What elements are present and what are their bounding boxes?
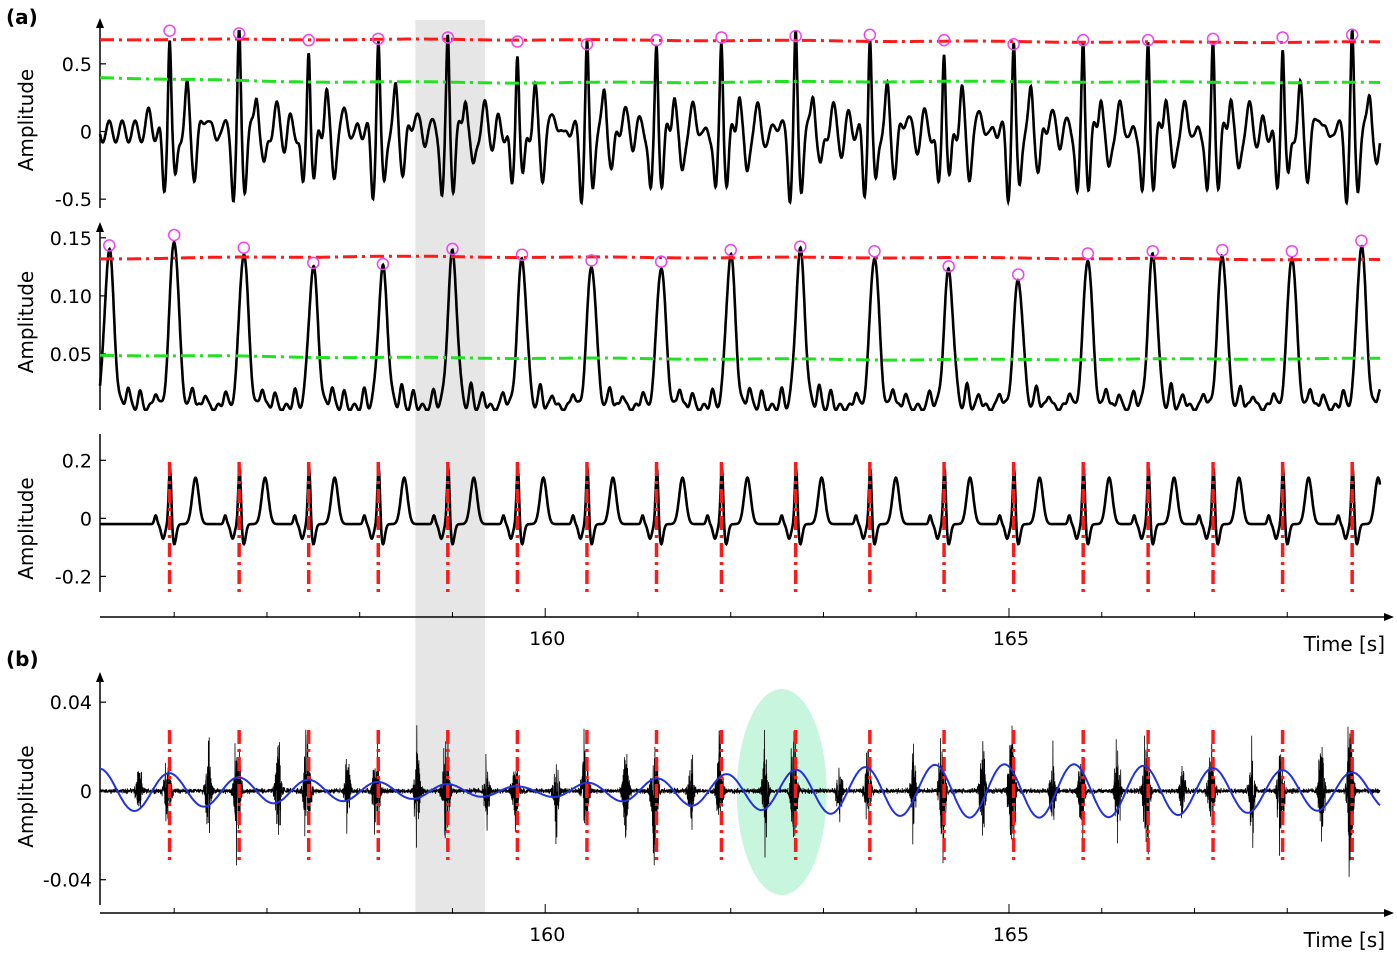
- a3-y-tick-label: 0: [80, 508, 92, 530]
- a2-peak-marker: [794, 240, 807, 253]
- a1-peak-marker: [1141, 33, 1155, 47]
- a2-peak-marker: [868, 244, 881, 258]
- a1-peak-marker: [511, 35, 524, 48]
- a3-y-tick-label: 0.2: [62, 450, 92, 472]
- b-x-axis-arrow: [1384, 909, 1394, 917]
- a2-y-axis-arrow: [96, 222, 104, 232]
- a2-y-tick-label: 0.10: [50, 286, 92, 308]
- a2-peak-marker: [1285, 244, 1299, 258]
- b-x-axis-label: Time [s]: [1303, 928, 1385, 952]
- a2-y-axis-label: Amplitude: [14, 271, 38, 374]
- panel-a3: 0.2 0 -0.2 Amplitude 160 165 Time [s]: [14, 434, 1394, 656]
- a2-peak-marker: [1216, 243, 1229, 257]
- a1-peak-marker: [163, 24, 176, 37]
- b-y-axis-label: Amplitude: [14, 745, 38, 848]
- a1-y-tick-label: 0: [80, 122, 92, 144]
- b-x-tick-label: 165: [993, 924, 1029, 946]
- a1-signal-line: [98, 30, 1382, 207]
- a3-y-tick-label: -0.2: [55, 566, 92, 588]
- a1-y-tick-label: -0.5: [55, 189, 92, 211]
- b-signal-line: [99, 725, 1381, 877]
- a2-peak-marker: [446, 242, 459, 256]
- a2-peak-marker: [1146, 244, 1160, 258]
- a3-x-tick-label: 165: [993, 628, 1029, 650]
- a2-peak-marker: [724, 243, 737, 257]
- a2-y-tick-label: 0.15: [50, 228, 92, 250]
- a3-x-axis-arrow: [1384, 613, 1394, 621]
- a1-upper-threshold-line: [100, 37, 1381, 45]
- a1-peak-marker: [1206, 32, 1220, 46]
- a2-lower-threshold-line: [99, 353, 1381, 362]
- a3-y-axis-label: Amplitude: [14, 477, 38, 580]
- panel-a-label: (a): [6, 5, 38, 29]
- a1-peak-marker: [715, 31, 728, 44]
- shaded-interval: [415, 20, 485, 913]
- b-x-tick-label: 160: [529, 924, 565, 946]
- a1-y-axis-arrow: [96, 18, 104, 28]
- b-y-tick-label: 0.04: [50, 692, 92, 714]
- a3-x-tick-label: 160: [529, 628, 565, 650]
- a2-peak-marker: [103, 239, 116, 252]
- a1-peak-marker: [863, 28, 877, 42]
- a1-peak-marker: [1007, 37, 1020, 51]
- b-y-tick-label: 0: [80, 781, 92, 803]
- a2-peak-marker: [167, 228, 181, 242]
- a1-peak-marker: [650, 33, 663, 47]
- a2-peak-marker: [942, 260, 955, 273]
- a1-peak-marker: [789, 29, 802, 43]
- a3-signal-line: [100, 465, 1382, 547]
- b-sinusoid-line: [99, 763, 1381, 819]
- a2-peak-marker: [1012, 268, 1025, 281]
- a3-x-axis-label: Time [s]: [1303, 632, 1385, 656]
- a2-y-tick-label: 0.05: [50, 344, 92, 366]
- a1-y-axis-label: Amplitude: [14, 69, 38, 172]
- b-y-tick-label: -0.04: [43, 870, 92, 892]
- a2-peak-marker: [1081, 247, 1095, 260]
- panel-b-label: (b): [6, 647, 39, 671]
- a1-peak-marker: [1076, 33, 1090, 47]
- a2-peak-marker: [307, 256, 320, 270]
- highlight-ellipse: [736, 689, 827, 895]
- a1-lower-threshold-line: [99, 76, 1381, 85]
- a1-peak-marker: [580, 37, 594, 51]
- a1-peak-marker: [302, 33, 315, 47]
- a2-peak-marker: [237, 241, 251, 254]
- a1-y-tick-label: 0.5: [62, 54, 92, 76]
- a2-peak-marker: [515, 248, 529, 261]
- a1-peak-marker: [1276, 31, 1289, 44]
- a2-peak-marker: [1355, 234, 1368, 248]
- a1-peak-marker: [1345, 28, 1359, 42]
- a2-peak-marker: [585, 254, 598, 267]
- b-y-axis-arrow: [96, 672, 104, 682]
- a2-peak-marker: [376, 257, 390, 271]
- a1-peak-marker: [232, 27, 246, 40]
- a2-peak-marker: [654, 255, 668, 268]
- panel-a1: 0.5 0 -0.5 Amplitude: [14, 18, 1382, 211]
- a1-peak-marker: [372, 32, 385, 46]
- a1-peak-marker: [441, 31, 455, 44]
- panel-a2: 0.15 0.10 0.05 Amplitude: [14, 222, 1382, 412]
- a1-peak-marker: [937, 33, 951, 47]
- a2-upper-threshold-line: [100, 254, 1381, 262]
- a2-signal-line: [98, 240, 1382, 412]
